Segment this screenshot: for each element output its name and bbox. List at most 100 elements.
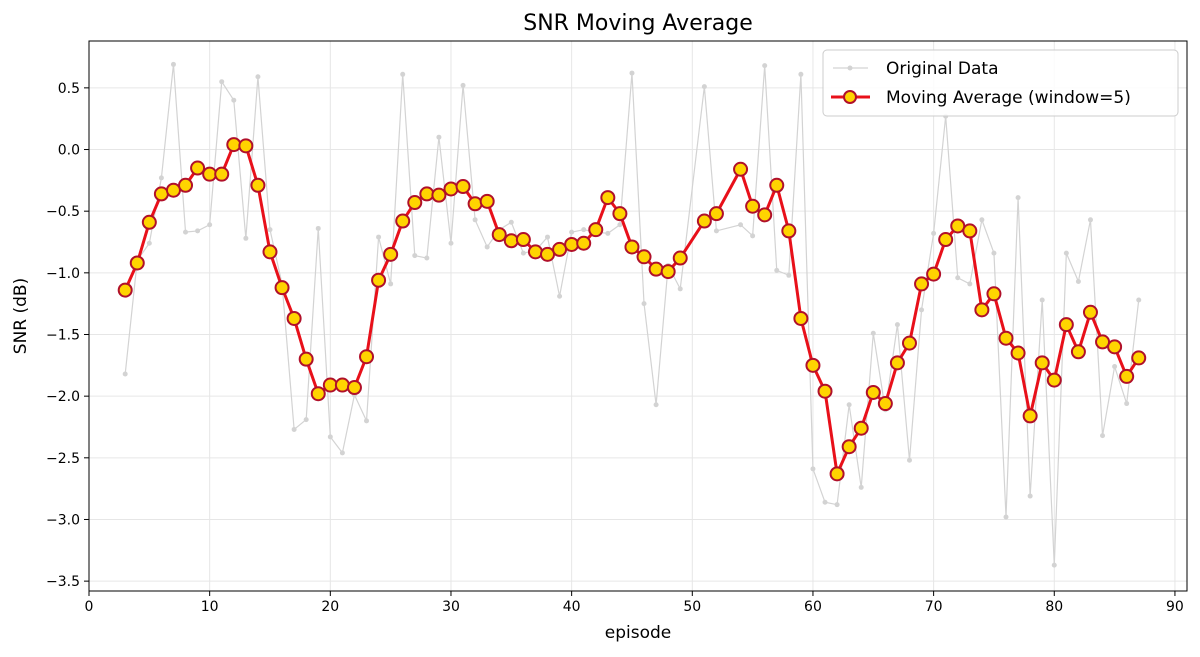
moving-average-point xyxy=(395,213,411,229)
original-data-point xyxy=(424,255,430,261)
y-tick-label: 0.0 xyxy=(58,143,80,159)
legend-original-marker xyxy=(847,65,853,71)
original-data-point xyxy=(255,74,261,80)
moving-average-point xyxy=(322,377,338,393)
original-data-point xyxy=(1124,401,1130,407)
moving-average-point xyxy=(962,223,978,239)
original-data-point xyxy=(1087,217,1093,223)
original-data-point xyxy=(484,244,490,250)
original-data-point xyxy=(460,82,466,88)
moving-average-point xyxy=(817,383,833,399)
moving-average-point xyxy=(527,244,543,260)
x-tick-label: 60 xyxy=(804,599,822,615)
original-data-point xyxy=(388,281,394,287)
series-layer xyxy=(117,61,1147,568)
moving-average-point xyxy=(1119,368,1135,384)
legend-box xyxy=(822,49,1179,117)
original-data-point xyxy=(508,219,514,225)
moving-average-point xyxy=(733,161,749,177)
original-data-point xyxy=(412,253,418,259)
original-data-point xyxy=(822,499,828,505)
legend-ma-label: Moving Average (window=5) xyxy=(886,88,1131,108)
original-data-point xyxy=(810,466,816,472)
original-data-point xyxy=(146,240,152,246)
original-data-point xyxy=(738,222,744,228)
moving-average-point xyxy=(178,177,194,193)
original-data-point xyxy=(846,402,852,408)
original-data-point xyxy=(1027,493,1033,499)
original-data-point xyxy=(605,230,611,236)
moving-average-point xyxy=(696,213,712,229)
moving-average-point xyxy=(141,214,157,230)
original-data-point xyxy=(834,502,840,508)
original-data-point xyxy=(906,457,912,463)
moving-average-point xyxy=(564,236,580,252)
original-data-point xyxy=(1039,297,1045,303)
moving-average-point xyxy=(443,181,459,197)
moving-average-point xyxy=(986,286,1002,302)
moving-average-point xyxy=(624,239,640,255)
moving-average-point xyxy=(974,302,990,318)
moving-average-point xyxy=(455,179,471,195)
y-tick-label: −0.5 xyxy=(46,204,80,220)
moving-average-point xyxy=(576,235,592,251)
moving-average-point xyxy=(612,206,628,222)
original-data-point xyxy=(677,286,683,292)
moving-average-point xyxy=(1058,317,1074,333)
moving-average-point xyxy=(805,357,821,373)
moving-average-point xyxy=(298,351,314,367)
moving-average-point xyxy=(286,310,302,326)
y-tick-label: −3.0 xyxy=(46,512,80,528)
moving-average-point xyxy=(540,246,556,262)
original-data-point xyxy=(581,227,587,233)
moving-average-point xyxy=(334,377,350,393)
moving-average-point xyxy=(1034,355,1050,371)
moving-average-point xyxy=(1095,334,1111,350)
moving-average-point xyxy=(274,280,290,296)
original-data-point xyxy=(219,79,225,85)
x-tick-label: 70 xyxy=(925,599,943,615)
ticks: 0 10 20 30 40 50 60 70 80 90 0.5 0.0 −0.5 −1.0 −1.5 −2.… xyxy=(46,81,1184,615)
original-data-point xyxy=(617,222,623,228)
original-data-point xyxy=(774,267,780,273)
original-data-point xyxy=(448,240,454,246)
moving-average-point xyxy=(491,227,507,243)
original-data-point xyxy=(967,281,973,287)
moving-average-point xyxy=(914,276,930,292)
original-data-point xyxy=(653,402,659,408)
original-data-point xyxy=(364,418,370,424)
original-data-point xyxy=(231,97,237,103)
y-tick-label: −3.5 xyxy=(46,574,80,590)
original-data-point xyxy=(1063,250,1069,256)
original-data-point xyxy=(195,228,201,234)
original-data-point xyxy=(629,70,635,76)
moving-average-point xyxy=(1010,345,1026,361)
original-data-point xyxy=(400,71,406,77)
original-data-point xyxy=(183,229,189,235)
original-data-point xyxy=(1100,433,1106,439)
chart-title: SNR Moving Average xyxy=(523,11,753,36)
original-data-point xyxy=(979,217,985,223)
original-data-point xyxy=(170,61,176,67)
moving-average-point xyxy=(552,241,568,257)
grid xyxy=(88,41,1187,591)
original-data-point xyxy=(267,227,273,233)
moving-average-point xyxy=(190,160,206,176)
y-axis-label: SNR (dB) xyxy=(11,278,31,354)
legend: Original Data Moving Average (window=5) xyxy=(822,49,1179,117)
legend-original-label: Original Data xyxy=(886,59,999,79)
original-data-point xyxy=(1136,297,1142,303)
x-tick-label: 0 xyxy=(85,599,94,615)
moving-average-point xyxy=(889,355,905,371)
moving-average-point xyxy=(793,310,809,326)
y-tick-label: −1.0 xyxy=(46,266,80,282)
moving-average-point xyxy=(515,232,531,248)
original-data-point xyxy=(158,175,164,181)
moving-average-point xyxy=(129,255,145,271)
moving-average-point xyxy=(1070,344,1086,360)
moving-average-point xyxy=(757,207,773,223)
original-data-point xyxy=(762,63,768,69)
x-axis-label: episode xyxy=(605,623,671,643)
original-data-point xyxy=(858,484,864,490)
